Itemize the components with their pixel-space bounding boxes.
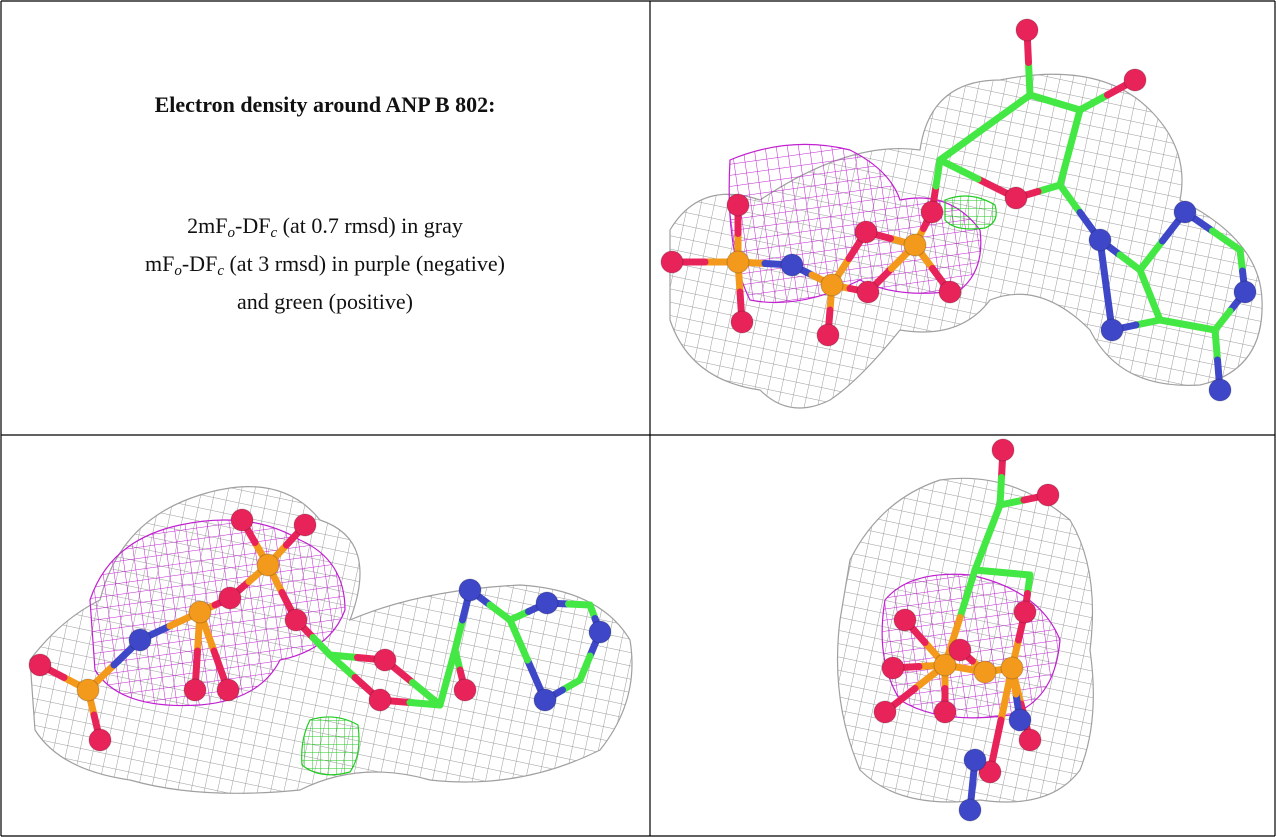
text-run: mF [145,251,174,276]
atom [1174,201,1196,223]
atom [727,194,749,216]
atom [974,661,996,683]
atom [874,701,896,723]
bond [1136,320,1160,325]
atom [855,221,877,243]
bond [1188,325,1216,330]
bond [936,160,940,186]
text-run: (at 0.7 rmsd) in gray [277,213,463,238]
caption-title: Electron density around ANP B 802: [0,92,650,118]
atom [257,554,279,576]
atom [217,679,239,701]
bond [410,703,440,706]
atom [1037,484,1059,506]
atom [534,689,556,711]
atom [294,514,316,536]
atom [1089,229,1111,251]
atom [77,679,99,701]
atom [1101,319,1123,341]
caption-line: 2mFo-DFc (at 0.7 rmsd) in gray [0,207,650,245]
atom [904,234,926,256]
atom [129,629,151,651]
atom [894,609,916,631]
atom [939,281,961,303]
atom [1009,709,1031,731]
atom [661,251,683,273]
density-green [945,196,996,229]
subscript: o [228,225,236,241]
atom [369,689,391,711]
subscript: c [217,263,224,279]
caption: Electron density around ANP B 802: 2mFo-… [0,0,650,435]
atom [189,601,211,623]
atom [1234,281,1256,303]
text-run: and green (positive) [237,289,413,314]
atom [459,579,481,601]
subscript: o [174,263,182,279]
atom [921,201,943,223]
page: Electron density around ANP B 802: 2mFo-… [0,0,1276,837]
text-run: -DF [235,213,270,238]
bond [1000,500,1024,505]
bond [975,570,1003,573]
atom [589,621,611,643]
atom [1014,601,1036,623]
bond [1215,330,1218,360]
atom [536,592,558,614]
atom [781,254,803,276]
atom [727,251,749,273]
text-run: -DF [182,251,217,276]
atom [821,274,843,296]
atom [882,657,904,679]
density-green [302,717,359,775]
text-run: (at 3 rmsd) in purple (negative) [224,251,505,276]
atom [934,701,956,723]
bond [1003,573,1031,576]
atom [731,311,753,333]
atom [285,609,307,631]
atom [374,649,396,671]
atom [1016,19,1038,41]
atom [89,729,111,751]
atom [29,654,51,676]
atom [219,587,241,609]
caption-line: and green (positive) [0,283,650,321]
atom [1005,187,1027,209]
bond [1160,320,1188,325]
atom [949,639,971,661]
atom [1124,69,1146,91]
atom [817,324,839,346]
bond [1029,63,1031,96]
atom [992,439,1014,461]
atom [231,509,253,531]
text-run: 2mF [187,213,227,238]
atom [1019,729,1041,751]
bond [1000,478,1002,506]
atom [1001,657,1023,679]
atom [184,679,206,701]
caption-line: mFo-DFc (at 3 rmsd) in purple (negative) [0,245,650,283]
atom [964,749,986,771]
atom [454,679,476,701]
atom [959,799,981,821]
atom [1209,379,1231,401]
atom [857,281,879,303]
